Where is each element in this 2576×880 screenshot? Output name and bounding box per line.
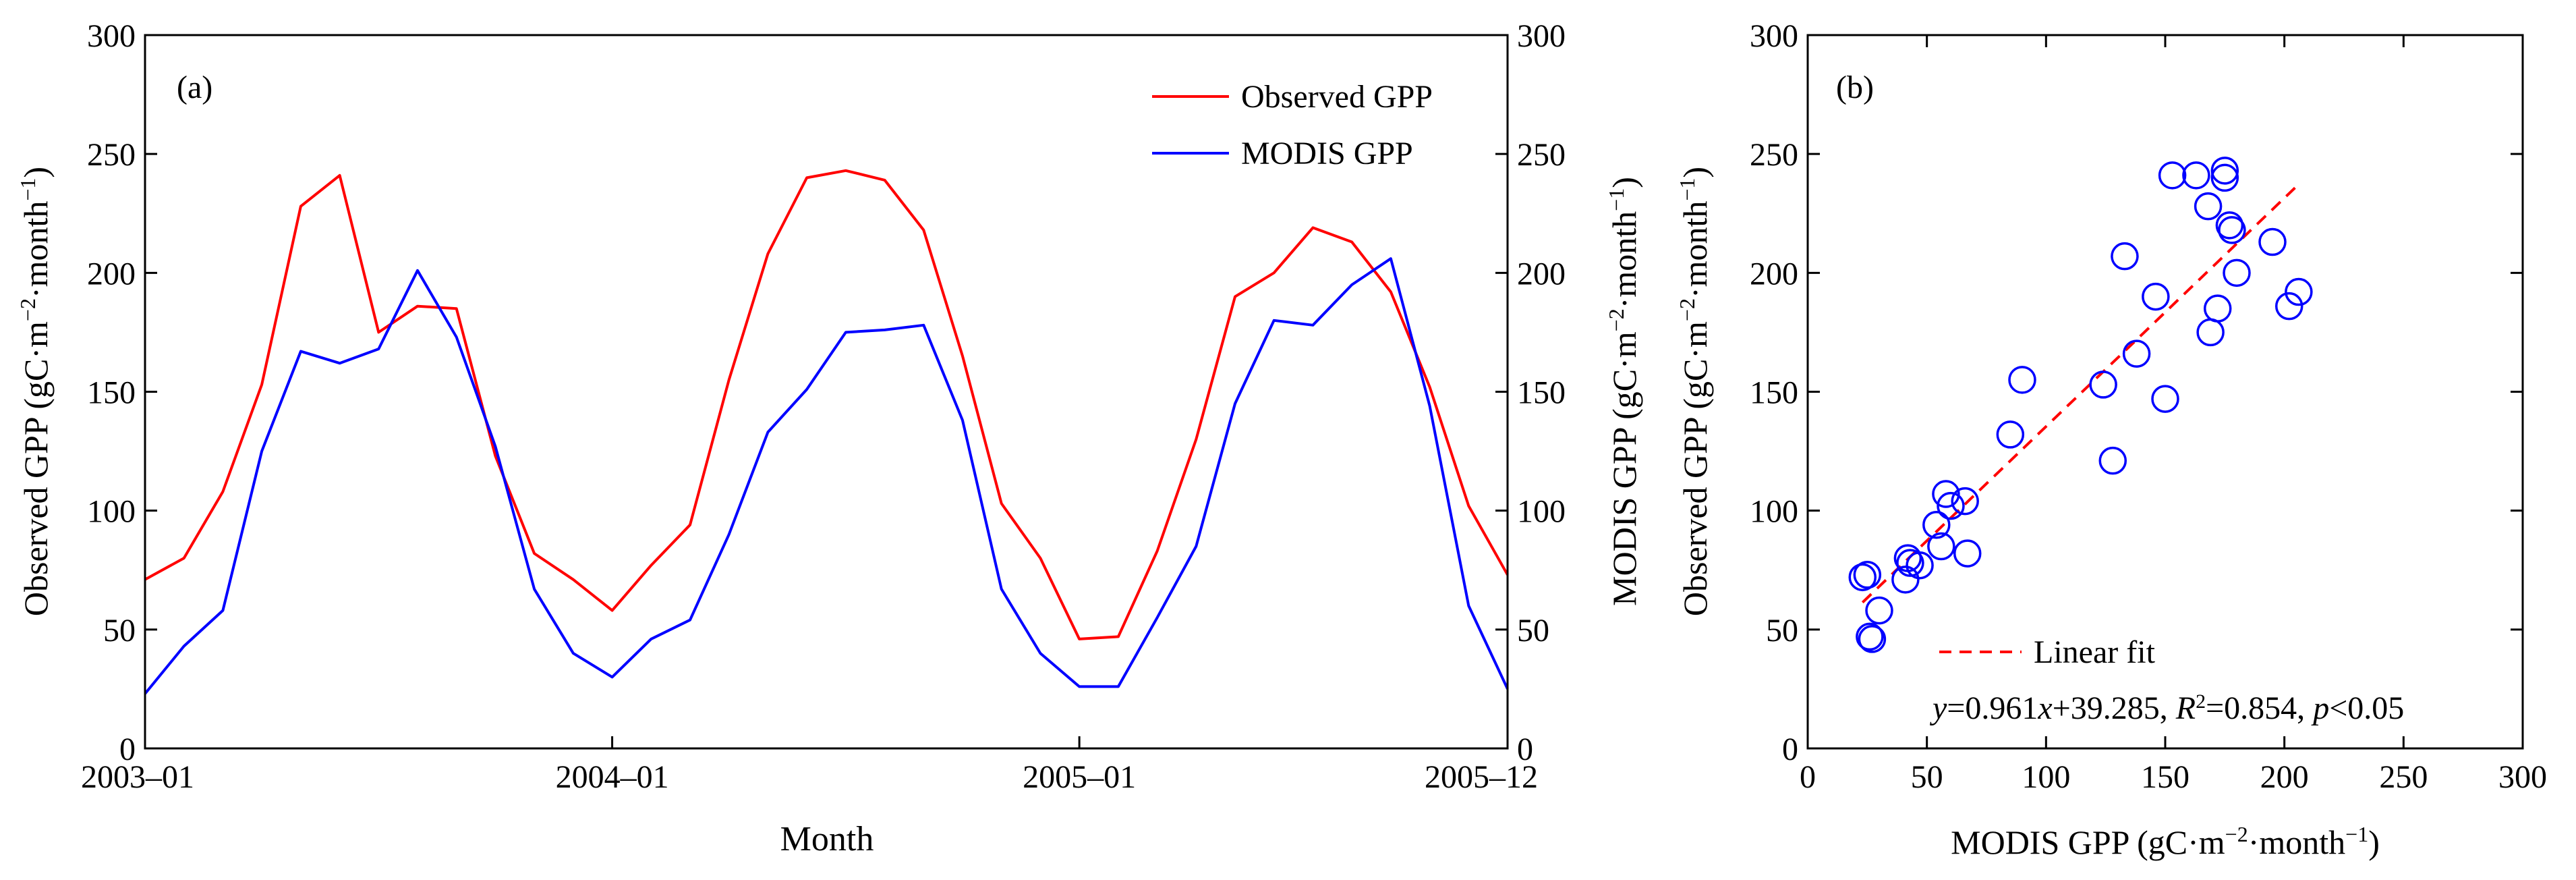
b-xtick-label: 150: [2141, 759, 2189, 795]
b-xtick-label: 200: [2260, 759, 2309, 795]
panel-a-x-tick-labels: 2003–01 2004–01 2005–01 2005–12: [81, 759, 1538, 795]
scatter-point: [1932, 480, 1960, 508]
scatter-point: [2182, 161, 2210, 190]
b-ytick-label: 50: [1766, 613, 1798, 649]
b-ytick-label: 150: [1750, 375, 1798, 411]
a-ytick-label-right: 200: [1517, 256, 1566, 292]
scatter-point: [1922, 511, 1951, 539]
a-ytick-label-left: 0: [119, 732, 136, 767]
scatter-point: [1951, 487, 1979, 516]
a-xtick-label: 2003–01: [81, 759, 194, 795]
a-ytick-label-left: 100: [87, 494, 136, 530]
a-ytick-label-left: 250: [87, 137, 136, 173]
scatter-point: [1848, 563, 1877, 592]
scatter-point: [1856, 622, 1884, 651]
b-ytick-label: 250: [1750, 137, 1798, 173]
panel-b-y-axis-label: Observed GPP (gC·m−2·month−1): [1675, 167, 1714, 616]
scatter-point: [1937, 491, 1965, 520]
b-xtick-label: 50: [1911, 759, 1943, 795]
a-xtick-label: 2004–01: [556, 759, 669, 795]
scatter-point: [2203, 294, 2232, 323]
scatter-point: [1865, 596, 1893, 625]
panel-a-y-axis-label-right: MODIS GPP (gC·m−2·month−1): [1604, 177, 1643, 606]
b-xtick-label: 300: [2498, 759, 2547, 795]
scatter-point: [2258, 227, 2287, 256]
a-xtick-label: 2005–01: [1023, 759, 1136, 795]
panel-b-linear-fit-line: [1861, 183, 2300, 604]
panel-a-x-axis-label: Month: [780, 820, 874, 858]
panel-b-points: [1848, 157, 2313, 653]
panel-a-y-axis-label-left: Observed GPP (gC·m−2·month−1): [16, 167, 55, 616]
series-line-observed-gpp: [144, 169, 1509, 640]
a-ytick-label-left: 50: [103, 613, 136, 649]
panel-b-frame: [1806, 34, 2524, 750]
b-xtick-label: 250: [2379, 759, 2428, 795]
scatter-point: [2151, 385, 2179, 413]
scatter-point: [1906, 551, 1934, 580]
panel-b-y-tick-labels: 0 50 100 150 200 250 300: [1750, 18, 1798, 767]
scatter-point: [2089, 370, 2117, 399]
scatter-point: [1891, 566, 1920, 594]
legend-modis-label: MODIS GPP: [1241, 136, 1413, 171]
scatter-point: [2008, 366, 2036, 394]
legend-observed-label: Observed GPP: [1241, 79, 1433, 115]
panel-b-scatter-chart: 0 50 100 150 200 250 300 0 50 100 150 200 250 300 (b…: [1675, 18, 2547, 861]
scatter-point: [2122, 339, 2151, 368]
scatter-point: [2142, 282, 2170, 311]
panel-a-legend: Observed GPP MODIS GPP: [1152, 79, 1433, 171]
scatter-point: [2194, 192, 2223, 221]
scatter-point: [2274, 292, 2303, 321]
scatter-point: [2158, 161, 2187, 190]
scatter-point: [2223, 258, 2251, 287]
b-ytick-label: 300: [1750, 18, 1798, 54]
scatter-point: [1996, 420, 2025, 449]
b-ytick-label: 100: [1750, 494, 1798, 530]
panel-a-line-chart: 0 0 50 50 100 100 150 150 200 200 250 250 300 300 200…: [16, 18, 1643, 858]
a-ytick-label-right: 300: [1517, 18, 1566, 54]
scatter-point: [2210, 157, 2239, 185]
panel-b-label: (b): [1836, 70, 1874, 105]
b-ytick-label: 200: [1750, 256, 1798, 292]
scatter-point: [1858, 625, 1887, 653]
panel-b-x-tick-labels: 0 50 100 150 200 250 300: [1800, 759, 2547, 795]
scatter-point: [1853, 561, 1882, 589]
a-ytick-label-right: 100: [1517, 494, 1566, 530]
scatter-point: [2111, 242, 2139, 271]
scatter-point: [1953, 539, 1982, 568]
panel-a-label: (a): [177, 70, 212, 105]
b-ytick-label: 0: [1782, 732, 1798, 767]
scatter-point: [2196, 318, 2225, 347]
panel-a-series: [144, 169, 1509, 695]
panel-b-ticks: [1806, 34, 2524, 750]
a-ytick-label-left: 150: [87, 375, 136, 411]
a-ytick-label-right: 50: [1517, 613, 1549, 649]
scatter-point: [2215, 211, 2244, 240]
scatter-point: [2285, 277, 2313, 306]
a-ytick-label-right: 0: [1517, 732, 1533, 767]
legend-fit-label: Linear fit: [2034, 634, 2156, 670]
a-ytick-label-right: 250: [1517, 137, 1566, 173]
a-xtick-label: 2005–12: [1425, 759, 1538, 795]
scatter-point: [2218, 216, 2246, 244]
a-ytick-label-left: 200: [87, 256, 136, 292]
series-line-modis-gpp: [144, 257, 1509, 695]
b-xtick-label: 100: [2022, 759, 2070, 795]
scatter-point: [2210, 163, 2239, 192]
panel-a-frame: [144, 34, 1509, 750]
fit-equation: y=0.961x+39.285, R2=0.854, p<0.05: [1929, 690, 2404, 727]
scatter-point: [1896, 549, 1924, 577]
scatter-point: [2098, 446, 2127, 475]
scatter-point: [1927, 532, 1955, 561]
panel-a-y-tick-labels: 0 0 50 50 100 100 150 150 200 200 250 250 300 300: [87, 18, 1566, 767]
a-ytick-label-right: 150: [1517, 375, 1566, 411]
b-xtick-label: 0: [1800, 759, 1816, 795]
a-ytick-label-left: 300: [87, 18, 136, 54]
panel-b-x-axis-label: MODIS GPP (gC·m−2·month−1): [1951, 822, 2380, 861]
